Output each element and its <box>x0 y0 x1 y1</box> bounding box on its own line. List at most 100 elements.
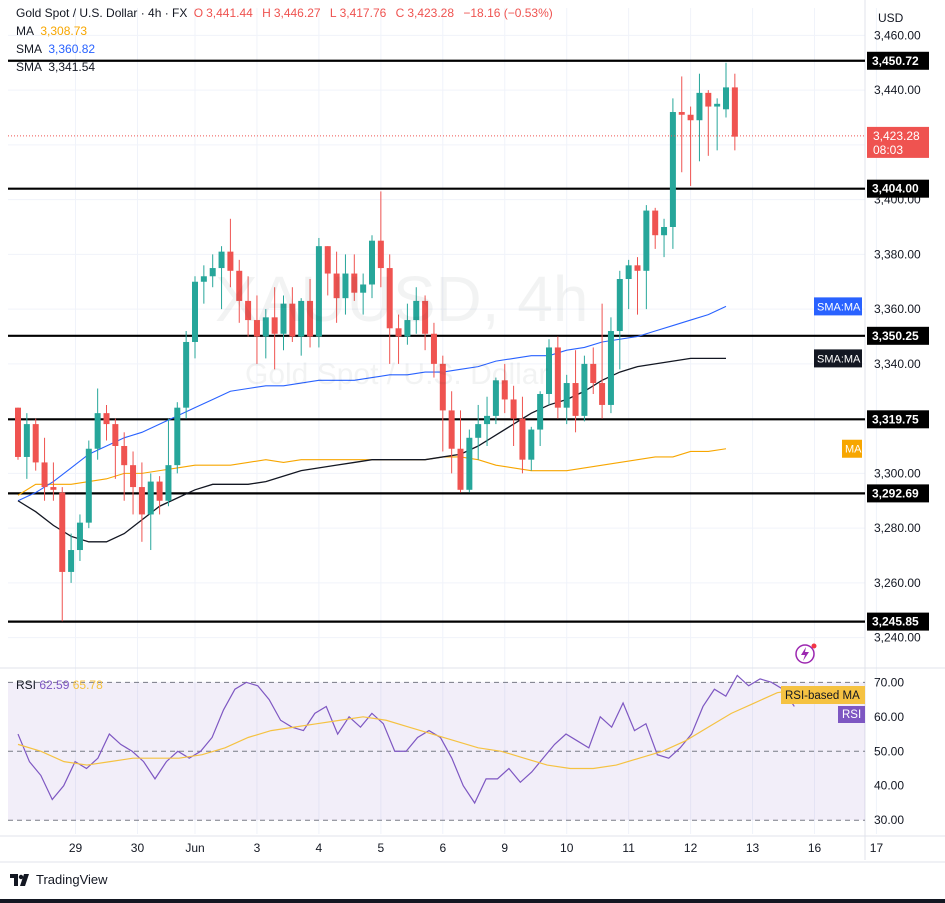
candle-body <box>731 87 738 137</box>
sma2-legend[interactable]: SMA 3,341.54 <box>16 60 96 74</box>
candle <box>76 514 83 561</box>
ma-value: 3,308.73 <box>40 24 88 38</box>
y-tick-label: 3,300.00 <box>874 466 921 480</box>
candle-body <box>501 380 508 400</box>
candle <box>395 314 402 364</box>
candle-body <box>68 550 75 572</box>
candle <box>121 432 128 501</box>
candle-body <box>395 328 402 337</box>
candle-body <box>236 270 243 301</box>
candle <box>130 451 137 515</box>
candle-body <box>599 383 606 405</box>
rsi-value: 62.59 <box>39 678 72 692</box>
candle <box>714 98 721 151</box>
candle <box>307 279 314 348</box>
candle <box>280 295 287 351</box>
candle <box>218 246 225 310</box>
candle-body <box>528 429 535 460</box>
ma-legend[interactable]: MA 3,308.73 <box>16 24 88 38</box>
low-value: 3,417.76 <box>339 6 387 20</box>
candle <box>723 62 729 118</box>
rsi-ma-tag <box>781 686 865 704</box>
candle-body <box>94 413 101 449</box>
rsi-tag-label: RSI <box>842 709 861 721</box>
candle <box>439 355 446 452</box>
candle-body <box>15 407 21 457</box>
candle <box>448 391 455 474</box>
x-tick-label: 30 <box>131 841 145 855</box>
candle-body <box>23 424 30 457</box>
candle <box>174 402 181 474</box>
candle-body <box>492 380 499 416</box>
candle-body <box>661 227 668 236</box>
line-tag <box>842 439 862 458</box>
candle-body <box>652 210 659 236</box>
tradingview-label: TradingView <box>36 872 108 887</box>
candle <box>138 462 145 542</box>
candle <box>634 257 641 315</box>
level-price-tag <box>867 179 929 198</box>
level-price-tag <box>867 410 929 429</box>
candle <box>661 218 668 258</box>
candle-body <box>333 273 340 299</box>
x-tick-label: 11 <box>622 841 635 855</box>
rsi-line-0 <box>17 674 795 805</box>
candle <box>546 339 552 405</box>
candle-body <box>298 300 305 337</box>
candle <box>165 418 172 507</box>
candle-body <box>581 363 588 416</box>
candle <box>333 251 340 323</box>
y-tick-label: 3,280.00 <box>874 521 921 535</box>
candle-body <box>616 279 623 332</box>
last-price-label: 3,423.28 <box>873 129 920 143</box>
candle-body <box>271 317 278 334</box>
candle-body <box>634 265 641 271</box>
candle-body <box>174 407 181 466</box>
candle <box>377 191 384 288</box>
candle <box>554 336 561 419</box>
x-tick-label: 29 <box>69 841 83 855</box>
candle-body <box>59 492 66 572</box>
candle-body <box>245 300 252 321</box>
candle-body <box>342 273 349 299</box>
symbol-title: Gold Spot / U.S. Dollar · 4h · FX <box>16 6 188 20</box>
candle <box>687 106 694 186</box>
x-tick-label: 13 <box>746 841 760 855</box>
candle-body <box>183 341 190 408</box>
candle <box>519 396 526 474</box>
sma1-legend[interactable]: SMA 3,360.82 <box>16 42 96 56</box>
candle-body <box>537 393 544 430</box>
candle <box>643 205 650 310</box>
candle <box>50 462 57 501</box>
candle <box>599 303 606 419</box>
tradingview-logo[interactable]: TradingView <box>10 872 108 887</box>
candle <box>156 476 163 515</box>
candle <box>607 317 614 414</box>
candle <box>563 374 570 425</box>
level-price-label: 3,292.69 <box>872 486 919 500</box>
rsi-ma-tag-label: RSI-based MA <box>785 690 860 702</box>
x-tick-label: Jun <box>185 841 204 855</box>
candle-body <box>669 112 676 227</box>
candle <box>94 388 101 460</box>
rsi-y-tick-label: 70.00 <box>874 675 904 689</box>
rsi-y-tick-label: 50.00 <box>874 744 904 758</box>
candle <box>572 350 579 433</box>
candle-body <box>41 462 48 488</box>
candle <box>705 90 712 156</box>
candle-body <box>430 333 437 364</box>
candle <box>183 331 190 419</box>
candle-body <box>404 320 411 337</box>
header-ohlc: Gold Spot / U.S. Dollar · 4h · FX O 3,441… <box>16 6 553 20</box>
candle-body <box>121 446 128 466</box>
candle <box>430 322 437 378</box>
candle <box>271 287 278 370</box>
level-price-tag <box>867 484 929 503</box>
candle-body <box>209 268 216 277</box>
candle-body <box>218 251 225 269</box>
candle-body <box>714 103 721 107</box>
candle <box>404 303 411 345</box>
candle-body <box>351 273 358 293</box>
last-price-tag <box>867 126 929 158</box>
